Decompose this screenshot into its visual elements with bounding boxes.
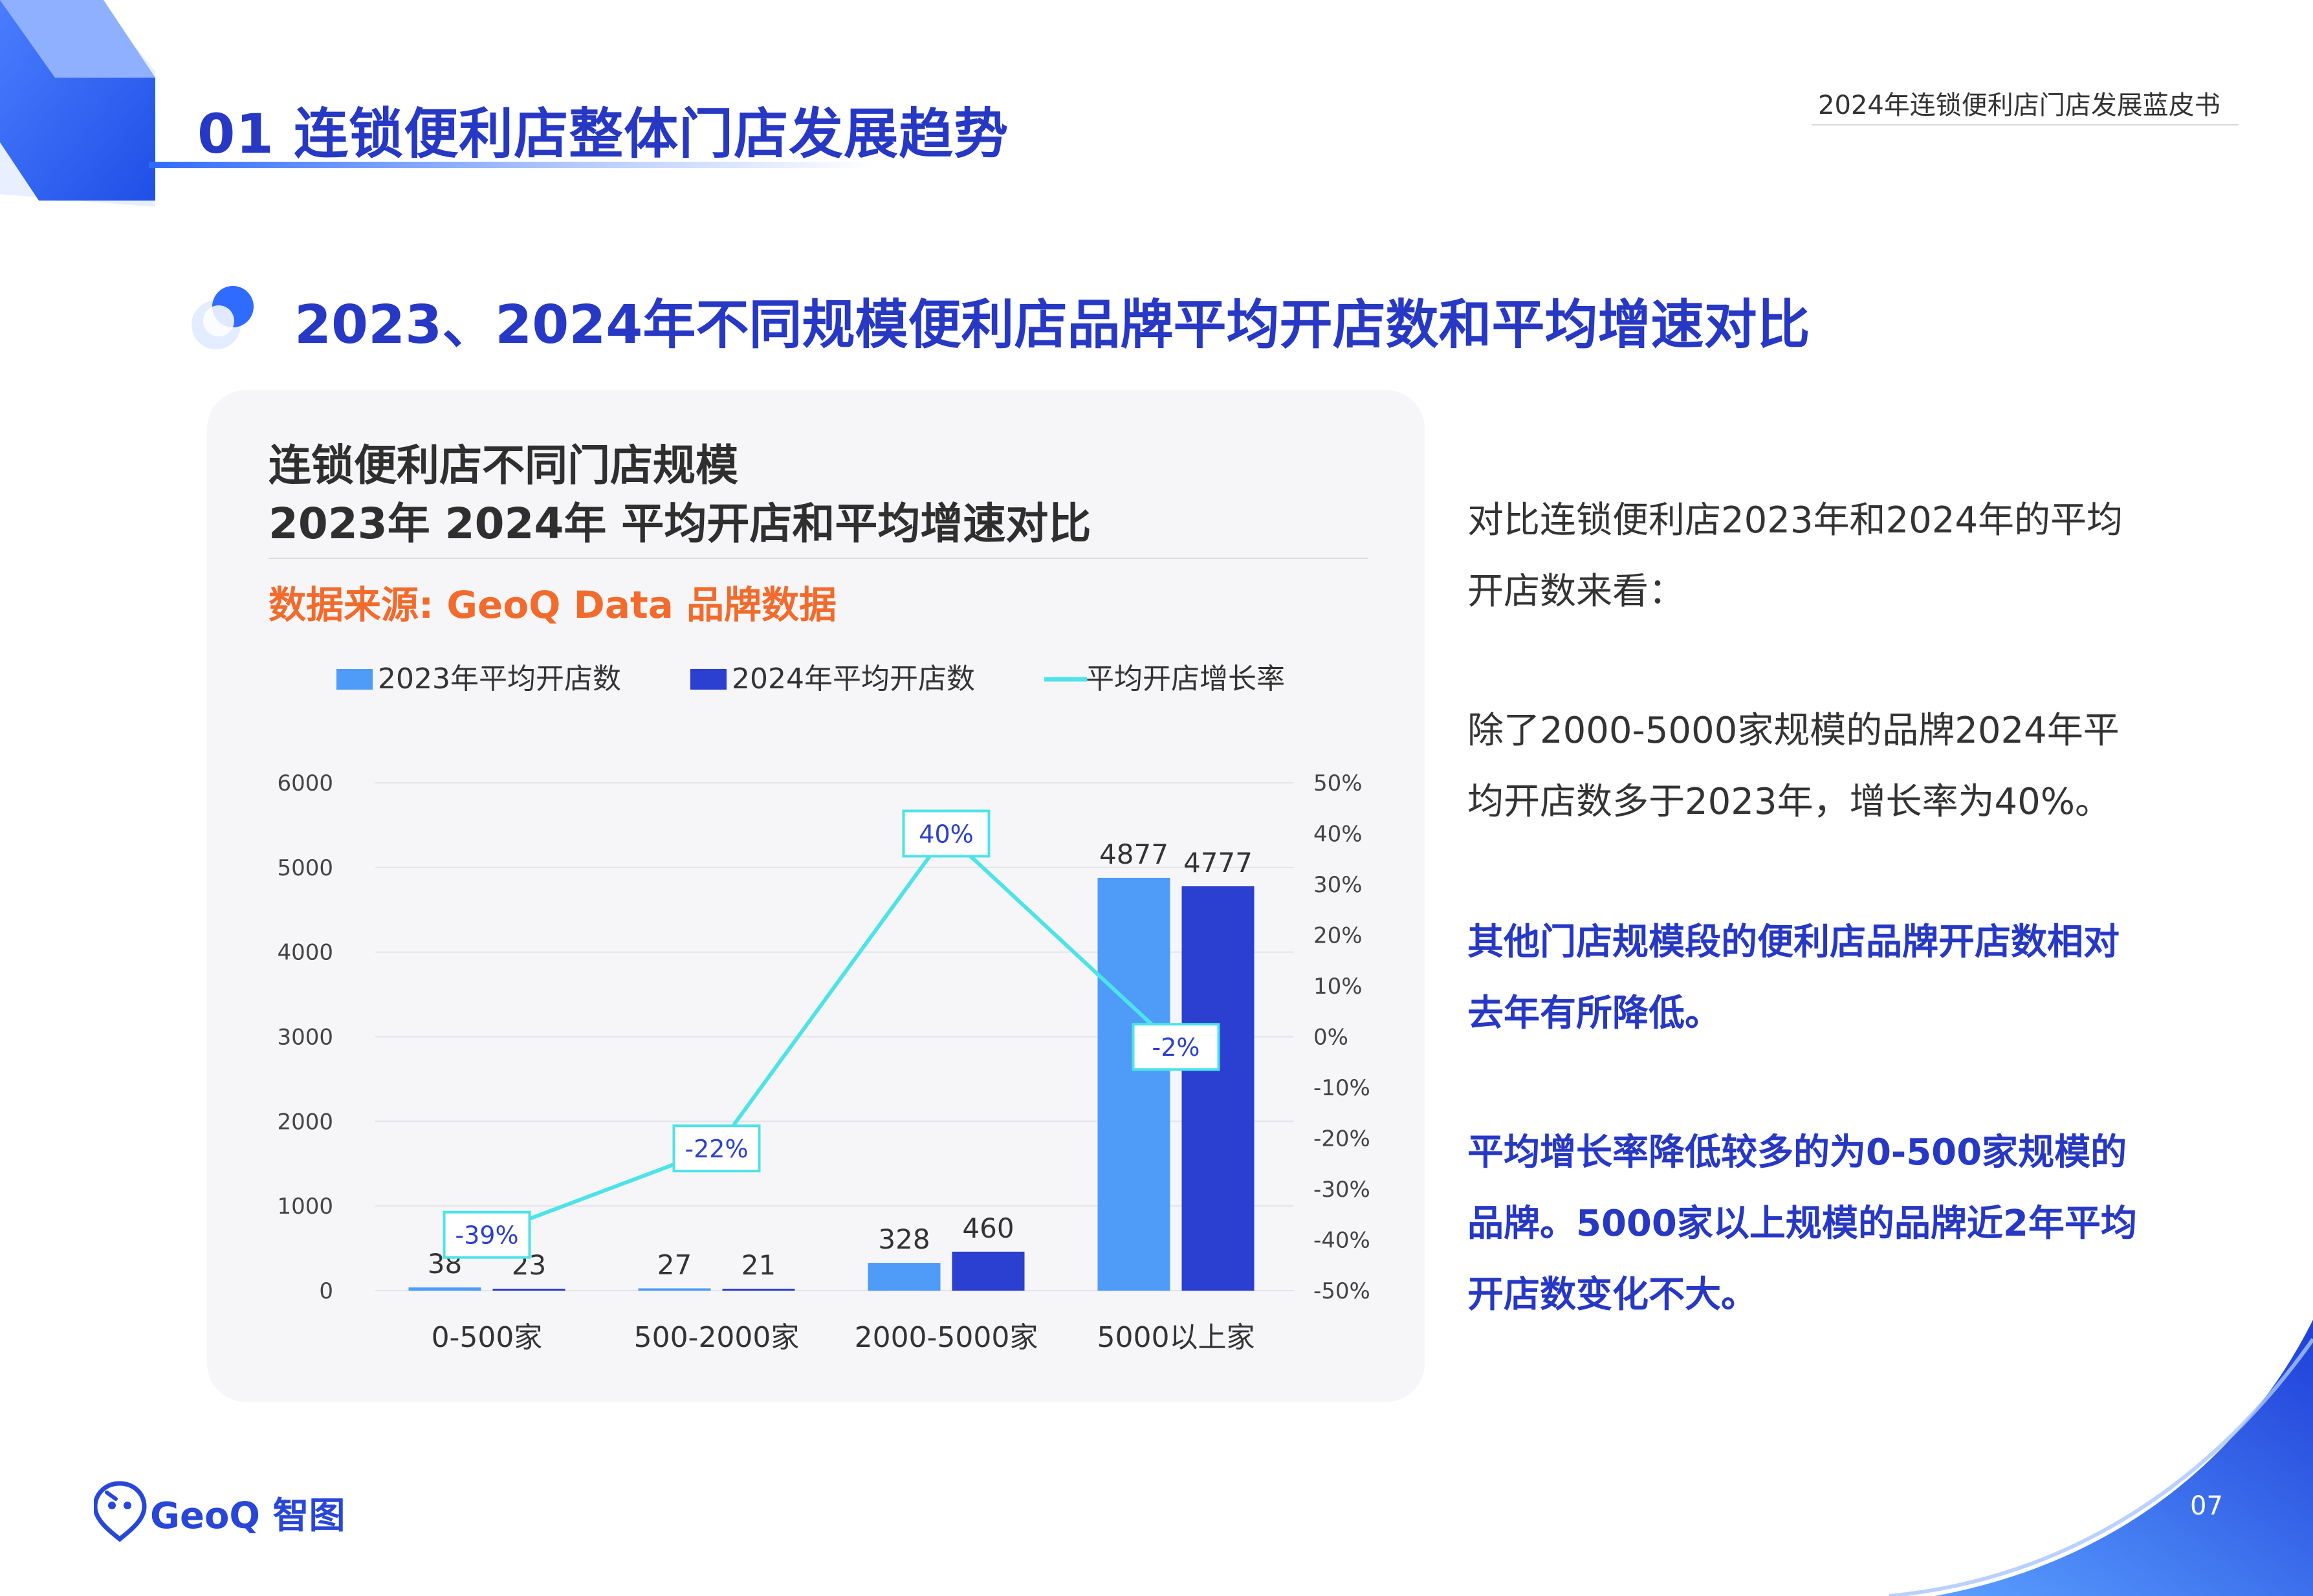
side-paragraph-2-line: 均开店数多于2023年，增长率为40%。 bbox=[1467, 781, 2111, 823]
data-source-label: 数据来源: GeoQ Data 品牌数据 bbox=[269, 583, 837, 627]
bar bbox=[638, 1288, 711, 1291]
side-paragraph-3-line: 其他门店规模段的便利店品牌开店数相对 bbox=[1467, 921, 2120, 963]
bar-value-label: 460 bbox=[962, 1212, 1014, 1244]
growth-label-box bbox=[902, 809, 991, 858]
y-right-tick-label: -10% bbox=[1313, 1075, 1370, 1101]
bar-value-label: 328 bbox=[878, 1223, 930, 1255]
growth-value-label: 40% bbox=[919, 820, 973, 849]
bullet-circles-icon bbox=[192, 286, 254, 349]
bar-value-label: 4877 bbox=[1099, 838, 1168, 870]
bar-value-label: 21 bbox=[741, 1249, 776, 1281]
y-right-tick-label: 20% bbox=[1313, 923, 1363, 949]
bar bbox=[722, 1289, 795, 1291]
y-left-tick-label: 5000 bbox=[277, 855, 333, 881]
y-right-tick-label: -20% bbox=[1313, 1126, 1370, 1152]
side-paragraph-4-line: 品牌。5000家以上规模的品牌近2年平均 bbox=[1467, 1203, 2137, 1245]
chart-title-line2: 2023年 2024年 平均开店和平均增速对比 bbox=[269, 499, 1091, 549]
growth-line bbox=[486, 831, 1178, 1237]
geoq-logo-icon bbox=[94, 1481, 147, 1542]
growth-label-box bbox=[1132, 1023, 1220, 1071]
side-paragraph-4-line: 平均增长率降低较多的为0-500家规模的 bbox=[1467, 1131, 2127, 1174]
bar bbox=[408, 1287, 481, 1291]
legend-swatch bbox=[336, 669, 373, 690]
side-paragraph-3-line: 去年有所降低。 bbox=[1467, 992, 1721, 1034]
growth-value-label: -39% bbox=[455, 1221, 518, 1250]
page-number: 07 bbox=[2190, 1491, 2223, 1521]
x-tick-label: 500-2000家 bbox=[634, 1321, 800, 1354]
bar bbox=[1181, 886, 1255, 1291]
y-right-tick-label: 10% bbox=[1313, 974, 1363, 1000]
decorative-cube bbox=[0, 0, 155, 207]
y-left-tick-label: 4000 bbox=[277, 940, 333, 966]
footer-logo-text: GeoQ 智图 bbox=[150, 1495, 345, 1537]
x-tick-label: 5000以上家 bbox=[1097, 1321, 1255, 1354]
side-paragraph-2: 除了2000-5000家规模的品牌2024年平 均开店数多于2023年，增长率为… bbox=[1467, 695, 2205, 838]
y-left-tick-label: 1000 bbox=[277, 1194, 333, 1219]
growth-label-box bbox=[443, 1210, 531, 1259]
slide-heading: 2023、2024年不同规模便利店品牌平均开店数和平均增速对比 bbox=[294, 294, 1810, 356]
report-title: 2024年连锁便利店门店发展蓝皮书 bbox=[1818, 91, 2220, 120]
bar bbox=[868, 1263, 941, 1291]
combo-chart: 0 1000 2000 3000 4000 5000 6000 -50% -40% -30% -20… bbox=[277, 662, 1370, 1354]
legend-label: 平均开店增长率 bbox=[1086, 662, 1285, 695]
section-title: 01 连锁便利店整体门店发展趋势 bbox=[197, 102, 1009, 166]
x-tick-label: 0-500家 bbox=[432, 1321, 543, 1354]
growth-label-box bbox=[672, 1124, 761, 1173]
bar-value-label: 4777 bbox=[1183, 847, 1253, 879]
y-right-tick-label: 0% bbox=[1313, 1025, 1348, 1051]
side-paragraph-1: 对比连锁便利店2023年和2024年的平均 开店数来看： bbox=[1467, 485, 2205, 628]
bar-value-label: 27 bbox=[657, 1249, 692, 1280]
y-left-tick-label: 3000 bbox=[277, 1025, 333, 1051]
bar bbox=[952, 1251, 1025, 1291]
y-right-tick-label: 30% bbox=[1313, 872, 1363, 898]
chart-title-divider bbox=[269, 558, 1368, 559]
y-left-tick-label: 2000 bbox=[277, 1109, 333, 1135]
y-right-tick-label: -40% bbox=[1313, 1228, 1370, 1254]
y-left-tick-label: 6000 bbox=[277, 771, 333, 796]
x-tick-label: 2000-5000家 bbox=[855, 1321, 1038, 1354]
legend-swatch bbox=[690, 669, 727, 690]
header-underline bbox=[149, 162, 873, 168]
bar bbox=[492, 1288, 565, 1291]
side-paragraph-4-line: 开店数变化不大。 bbox=[1467, 1274, 1757, 1316]
legend-label: 2023年平均开店数 bbox=[378, 662, 621, 695]
growth-value-label: -22% bbox=[685, 1135, 748, 1163]
side-paragraph-1-line: 开店数来看： bbox=[1467, 571, 1685, 613]
y-right-tick-label: 40% bbox=[1313, 822, 1363, 847]
y-left-tick-label: 0 bbox=[319, 1278, 333, 1304]
side-paragraph-1-line: 对比连锁便利店2023年和2024年的平均 bbox=[1467, 499, 2123, 541]
growth-value-label: -2% bbox=[1152, 1033, 1200, 1062]
side-paragraph-4: 平均增长率降低较多的为0-500家规模的 品牌。5000家以上规模的品牌近2年平… bbox=[1467, 1117, 2205, 1331]
y-right-tick-label: -30% bbox=[1313, 1177, 1370, 1203]
y-right-tick-label: -50% bbox=[1313, 1278, 1370, 1304]
chart-title-line1: 连锁便利店不同门店规模 bbox=[269, 441, 738, 490]
side-paragraph-2-line: 除了2000-5000家规模的品牌2024年平 bbox=[1467, 710, 2120, 752]
bar bbox=[1097, 877, 1170, 1291]
legend-label: 2024年平均开店数 bbox=[732, 662, 975, 695]
y-right-tick-label: 50% bbox=[1313, 771, 1363, 796]
side-paragraph-3: 其他门店规模段的便利店品牌开店数相对 去年有所降低。 bbox=[1467, 907, 2205, 1049]
report-title-divider bbox=[1812, 124, 2239, 126]
